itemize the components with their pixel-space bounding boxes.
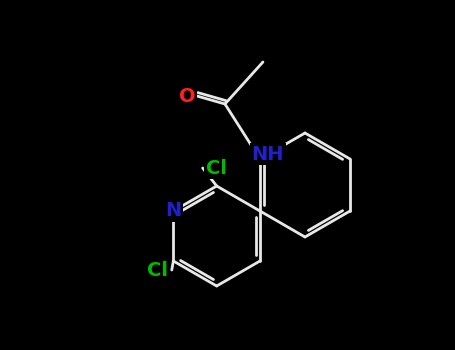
- Text: Cl: Cl: [147, 260, 168, 280]
- Text: Cl: Cl: [206, 159, 227, 177]
- Text: N: N: [165, 202, 182, 220]
- Text: O: O: [179, 86, 195, 105]
- Text: NH: NH: [252, 145, 284, 163]
